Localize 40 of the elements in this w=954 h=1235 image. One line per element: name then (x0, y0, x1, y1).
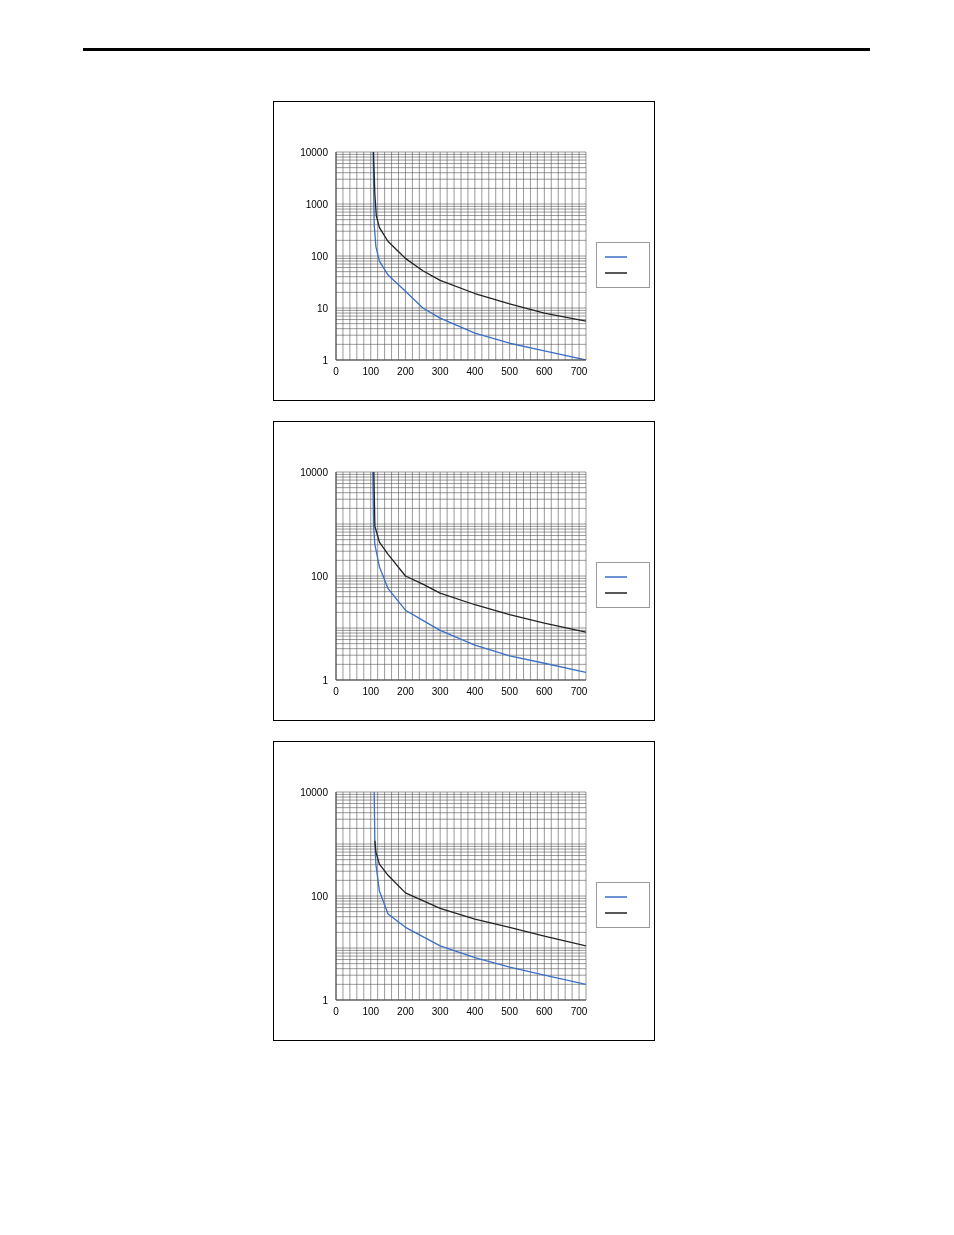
y-tick-label: 1000 (305, 198, 329, 210)
x-tick-label: 700 (570, 1006, 588, 1018)
x-tick-label: 300 (431, 366, 449, 378)
line-series (372, 152, 586, 322)
x-tick-label: 100 (362, 366, 380, 378)
x-tick-label: 200 (397, 686, 415, 698)
line-series (373, 472, 586, 633)
x-tick-label: 500 (501, 1006, 519, 1018)
line-series (374, 840, 586, 947)
x-tick-label: 500 (501, 366, 519, 378)
x-tick-label: 200 (397, 1006, 415, 1018)
x-tick-label: 100 (362, 1006, 380, 1018)
x-tick-label: 500 (501, 686, 519, 698)
x-tick-label: 300 (431, 686, 449, 698)
x-tick-label: 300 (431, 1006, 449, 1018)
x-tick-label: 600 (535, 366, 554, 378)
x-tick-label: 0 (333, 1006, 340, 1018)
y-tick-label: 100 (311, 570, 329, 582)
x-tick-label: 700 (570, 686, 588, 698)
y-tick-label: 10000 (300, 466, 329, 478)
x-tick-label: 100 (362, 686, 380, 698)
x-tick-label: 600 (535, 1006, 554, 1018)
line-series (373, 792, 586, 985)
y-tick-label: 100 (311, 890, 329, 902)
y-tick-label: 100 (311, 250, 329, 262)
x-tick-label: 400 (466, 1006, 484, 1018)
x-tick-label: 0 (333, 686, 340, 698)
line-series (372, 472, 586, 674)
y-tick-label: 1 (322, 354, 329, 366)
y-tick-label: 10000 (300, 146, 329, 158)
y-tick-label: 1 (322, 994, 329, 1006)
x-tick-label: 400 (466, 686, 484, 698)
x-tick-label: 400 (466, 366, 484, 378)
x-tick-label: 0 (333, 366, 340, 378)
x-tick-label: 700 (570, 366, 588, 378)
y-tick-label: 1 (322, 674, 329, 686)
y-tick-label: 10 (316, 302, 329, 314)
y-tick-label: 10000 (300, 786, 329, 798)
x-tick-label: 600 (535, 686, 554, 698)
x-tick-label: 200 (397, 366, 415, 378)
